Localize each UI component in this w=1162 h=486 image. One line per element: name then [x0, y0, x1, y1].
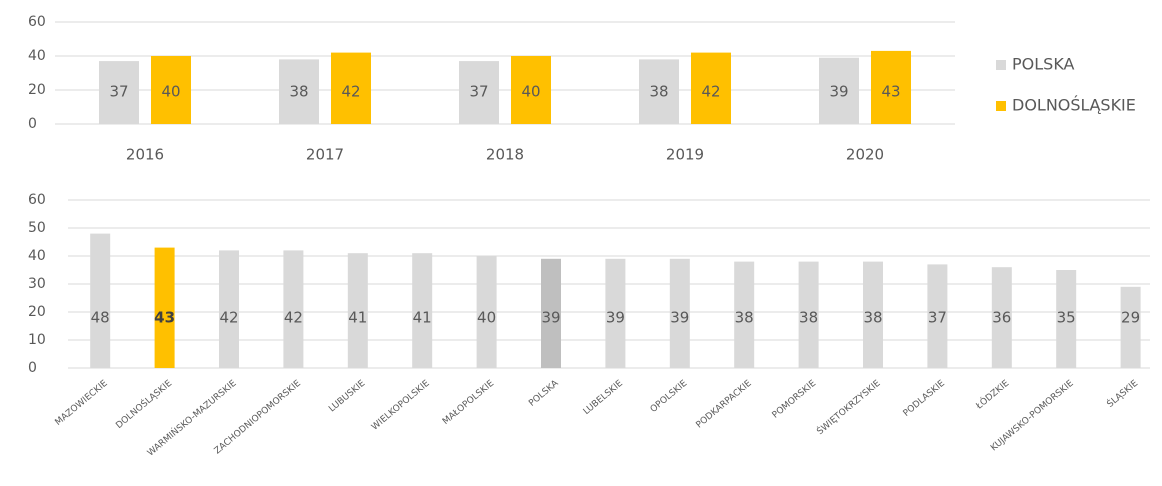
bar — [639, 59, 679, 124]
bar — [511, 56, 551, 124]
x-tick-label: POLSKA — [527, 378, 561, 409]
value-label: 38 — [863, 309, 882, 327]
bar — [279, 59, 319, 124]
x-tick-label: DOLNOŚLĄSKIE — [113, 377, 174, 431]
value-label: 41 — [348, 309, 367, 327]
y-tick-label: 40 — [28, 48, 46, 64]
x-tick-label: ŁÓDZKIE — [973, 377, 1012, 412]
value-label: 48 — [91, 309, 110, 327]
y-tick-label: 20 — [28, 304, 46, 320]
y-tick-label: 30 — [28, 276, 46, 292]
value-label: 38 — [799, 309, 818, 327]
y-tick-label: 0 — [28, 116, 37, 132]
legend-swatch — [996, 60, 1006, 70]
value-label: 39 — [606, 309, 625, 327]
y-tick-label: 20 — [28, 82, 46, 98]
bar — [1120, 286, 1141, 368]
value-label: 29 — [1121, 309, 1140, 327]
legend-swatch — [996, 101, 1006, 111]
value-label: 38 — [735, 309, 754, 327]
value-label: 40 — [161, 83, 180, 101]
y-tick-label: 40 — [28, 248, 46, 264]
value-label: 39 — [541, 309, 560, 327]
x-tick-label: LUBUSKIE — [327, 378, 367, 414]
value-label: 39 — [670, 309, 689, 327]
bar — [871, 50, 911, 124]
bar — [347, 253, 368, 368]
y-tick-label: 50 — [28, 220, 46, 236]
y-tick-label: 60 — [28, 192, 46, 208]
value-label: 42 — [219, 309, 238, 327]
y-tick-label: 0 — [28, 360, 37, 376]
bar — [219, 250, 239, 368]
bar — [151, 56, 191, 124]
bar — [819, 57, 859, 125]
x-tick-label: ŚWIĘTOKRZYSKIE — [814, 377, 883, 437]
value-label: 42 — [341, 83, 360, 101]
x-tick-label: 2018 — [486, 146, 524, 164]
x-tick-label: POMORSKIE — [771, 378, 819, 420]
value-label: 40 — [521, 83, 540, 101]
value-label: 41 — [413, 309, 432, 327]
y-tick-label: 60 — [28, 14, 46, 30]
value-label: 43 — [881, 83, 900, 101]
value-label: 37 — [109, 83, 128, 101]
value-label: 38 — [289, 83, 308, 101]
x-tick-label: 2017 — [306, 146, 344, 164]
bar — [476, 256, 497, 368]
value-label: 42 — [284, 309, 303, 327]
bar — [459, 61, 499, 124]
x-tick-label: LUBELSKIE — [582, 378, 625, 417]
legend-label: POLSKA — [1012, 55, 1075, 74]
bar — [1056, 270, 1077, 368]
value-label: 38 — [649, 83, 668, 101]
value-label: 43 — [154, 309, 175, 327]
value-label: 42 — [701, 83, 720, 101]
x-tick-label: OPOLSKIE — [649, 378, 690, 415]
bar — [927, 264, 948, 368]
value-label: 36 — [992, 309, 1011, 327]
value-label: 40 — [477, 309, 496, 327]
bar — [90, 233, 111, 368]
legend-label: DOLNOŚLĄSKIE — [1012, 96, 1136, 115]
x-tick-label: 2019 — [666, 146, 704, 164]
bar — [991, 267, 1012, 368]
bar — [283, 250, 304, 368]
x-tick-label: MAZOWIECKIE — [54, 378, 110, 428]
bar — [669, 258, 690, 368]
value-label: 37 — [469, 83, 488, 101]
x-tick-label: ŚLĄSKIE — [1104, 377, 1140, 410]
bar — [331, 52, 371, 124]
bar — [154, 247, 175, 368]
value-label: 35 — [1057, 309, 1076, 327]
bar — [99, 61, 139, 124]
bar — [734, 261, 755, 368]
x-tick-label: 2020 — [846, 146, 884, 164]
y-tick-label: 10 — [28, 332, 46, 348]
bar — [605, 258, 626, 368]
value-label: 37 — [928, 309, 947, 327]
x-tick-label: 2016 — [126, 146, 164, 164]
value-label: 39 — [829, 83, 848, 101]
bar — [798, 261, 819, 368]
x-tick-label: WIELKOPOLSKIE — [370, 378, 432, 432]
bar — [863, 261, 883, 368]
bar — [412, 253, 433, 368]
x-tick-label: PODLASKIE — [902, 378, 948, 418]
x-tick-label: MAŁOPOLSKIE — [441, 378, 496, 427]
bar — [541, 258, 561, 368]
bar — [691, 52, 731, 124]
x-tick-label: PODKARPACKIE — [694, 378, 754, 430]
